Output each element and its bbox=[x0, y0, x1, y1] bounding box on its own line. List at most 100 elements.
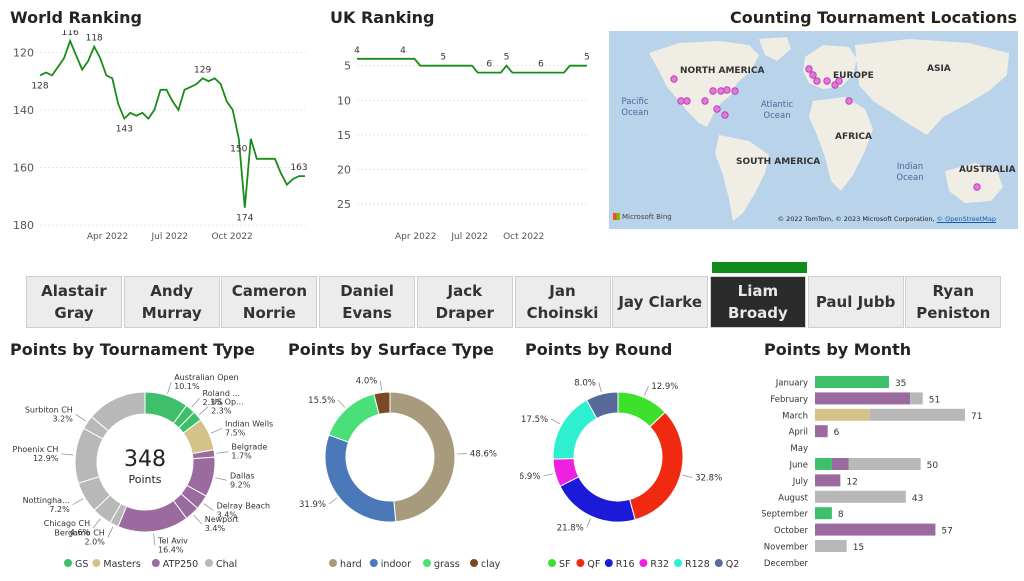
tournament-type-data-label: Nottingha... 7.2% bbox=[23, 496, 71, 514]
month-category-label: August bbox=[778, 493, 808, 503]
legend-label[interactable]: GS bbox=[75, 559, 88, 570]
month-total-label: 57 bbox=[941, 527, 952, 537]
round-slice[interactable] bbox=[585, 391, 619, 420]
label-north-america: NORTH AMERICA bbox=[680, 66, 765, 76]
player-button-3[interactable]: Daniel Evans bbox=[319, 276, 416, 328]
month-bar-segment[interactable] bbox=[848, 458, 921, 470]
uk-ranking-title: UK Ranking bbox=[330, 8, 435, 27]
player-button-4[interactable]: Jack Draper bbox=[416, 276, 513, 328]
tournament-type-data-label: Tel Aviv 16.4% bbox=[157, 536, 188, 554]
round-legend-marker bbox=[548, 559, 556, 567]
surface-legend-label[interactable]: hard bbox=[340, 559, 362, 570]
tournament-type-slice-pct: 10.1% bbox=[174, 382, 200, 391]
month-bar-segment[interactable] bbox=[815, 392, 911, 405]
player-name-line2: Draper bbox=[435, 304, 494, 322]
round-legend-label[interactable]: SF bbox=[559, 559, 571, 570]
surface-legend-label[interactable]: indoor bbox=[381, 559, 411, 570]
uk-y-tick: 25 bbox=[337, 198, 351, 211]
tournament-type-slice-pct: 9.2% bbox=[230, 480, 251, 489]
player-name: Andy Murray bbox=[142, 280, 202, 324]
tournament-type-slice-name: Nottingha... bbox=[23, 496, 70, 505]
player-name: Ryan Peniston bbox=[916, 280, 990, 324]
month-bar-segment[interactable] bbox=[815, 425, 828, 438]
round-legend-label[interactable]: R128 bbox=[685, 559, 710, 570]
tournament-type-leader-line bbox=[215, 477, 228, 481]
player-name: Alastair Gray bbox=[41, 280, 107, 324]
month-bar-segment[interactable] bbox=[815, 376, 889, 388]
surface-slice[interactable] bbox=[373, 391, 391, 415]
round-slice[interactable] bbox=[552, 399, 598, 460]
player-button-9[interactable]: Ryan Peniston bbox=[905, 276, 1002, 328]
round-slice[interactable] bbox=[629, 411, 684, 521]
player-button-8[interactable]: Paul Jubb bbox=[807, 276, 904, 328]
player-name-line1: Jack bbox=[447, 282, 483, 300]
uk-y-tick: 5 bbox=[344, 60, 351, 73]
month-category-label: June bbox=[788, 461, 808, 471]
round-legend-label[interactable]: R32 bbox=[650, 559, 669, 570]
surface-leader-line bbox=[337, 399, 346, 408]
surface-legend-label[interactable]: clay bbox=[481, 559, 501, 570]
month-bar-segment[interactable] bbox=[815, 523, 936, 536]
tournament-type-slice[interactable] bbox=[117, 499, 188, 533]
tournament-type-slice[interactable] bbox=[90, 391, 146, 432]
world-y-tick: 120 bbox=[13, 46, 34, 59]
surface-legend-label[interactable]: grass bbox=[434, 559, 460, 570]
round-legend-label[interactable]: R16 bbox=[616, 559, 635, 570]
world-y-tick: 140 bbox=[13, 104, 34, 117]
tournament-map[interactable]: NORTH AMERICA EUROPE ASIA AFRICA SOUTH A… bbox=[609, 31, 1018, 229]
round-legend-marker bbox=[604, 559, 613, 567]
round-slice[interactable] bbox=[559, 476, 636, 523]
player-button-1[interactable]: Andy Murray bbox=[123, 276, 220, 328]
label-australia: AUSTRALIA bbox=[959, 165, 1016, 175]
map-brand-logo: Microsoft Bing bbox=[613, 213, 672, 221]
tournament-type-data-label: Phoenix CH 12.9% bbox=[13, 445, 59, 463]
month-category-label: March bbox=[782, 411, 808, 421]
player-button-2[interactable]: Cameron Norrie bbox=[221, 276, 318, 328]
round-legend-label[interactable]: Q2 bbox=[726, 559, 740, 570]
world-data-label: 128 bbox=[31, 81, 48, 91]
legend-label[interactable]: Chal bbox=[216, 559, 237, 570]
surface-slice[interactable] bbox=[328, 393, 380, 443]
month-bar-segment[interactable] bbox=[831, 458, 849, 470]
tournament-type-slice-name: Tel Aviv bbox=[157, 536, 188, 545]
month-bar-segment[interactable] bbox=[815, 474, 841, 487]
player-name-line1: Jay Clarke bbox=[618, 293, 703, 311]
tournament-type-slice-pct: 1.7% bbox=[231, 452, 252, 461]
tournament-type-leader-line bbox=[167, 382, 172, 394]
surface-slice[interactable] bbox=[389, 391, 456, 523]
player-button-5[interactable]: Jan Choinski bbox=[514, 276, 611, 328]
player-name-line1: Jan bbox=[549, 282, 576, 300]
tournament-type-slice-pct: 3.4% bbox=[205, 524, 226, 533]
tournament-type-slice-name: Chicago CH bbox=[44, 519, 90, 528]
month-bar-segment[interactable] bbox=[869, 408, 965, 421]
uk-data-label: 5 bbox=[584, 53, 590, 63]
uk-data-label: 5 bbox=[504, 53, 510, 63]
month-bar-segment[interactable] bbox=[815, 490, 906, 503]
player-button-6[interactable]: Jay Clarke bbox=[612, 276, 709, 328]
map-attribution-text: © 2022 TomTom, © 2023 Microsoft Corporat… bbox=[777, 215, 935, 223]
world-ranking-chart: 120 140 160 180 Apr 2022 Jul 2022 Oct 2022 128 1… bbox=[13, 30, 308, 242]
legend-label[interactable]: ATP250 bbox=[163, 559, 198, 570]
month-bar-segment[interactable] bbox=[815, 507, 832, 520]
openstreetmap-link[interactable]: © OpenStreetMap bbox=[936, 215, 996, 223]
tournament-type-slice-pct: 2.3% bbox=[211, 407, 232, 416]
month-bar-segment[interactable] bbox=[815, 408, 870, 421]
legend-label[interactable]: Masters bbox=[103, 559, 140, 570]
surface-slice[interactable] bbox=[324, 434, 397, 523]
month-bar-segment[interactable] bbox=[815, 458, 832, 470]
month-bar-segment[interactable] bbox=[815, 540, 847, 552]
month-category-label: July bbox=[792, 477, 808, 487]
tournament-type-data-label: Indian Wells 7.5% bbox=[225, 419, 273, 437]
tournament-type-slice-name: Dallas bbox=[230, 471, 255, 480]
month-bar-segment[interactable] bbox=[910, 392, 923, 405]
uk-data-label: 6 bbox=[538, 60, 544, 70]
tournament-type-slice-pct: 2.0% bbox=[84, 537, 105, 546]
player-button-0[interactable]: Alastair Gray bbox=[26, 276, 122, 328]
uk-data-label: 6 bbox=[486, 60, 492, 70]
world-data-label: 118 bbox=[86, 34, 103, 44]
label-indian-ocean: Indian Ocean bbox=[896, 162, 924, 183]
tournament-type-slice-pct: 16.4% bbox=[158, 545, 184, 554]
round-legend-label[interactable]: QF bbox=[587, 559, 600, 570]
player-button-7[interactable]: Liam Broady bbox=[709, 276, 806, 328]
